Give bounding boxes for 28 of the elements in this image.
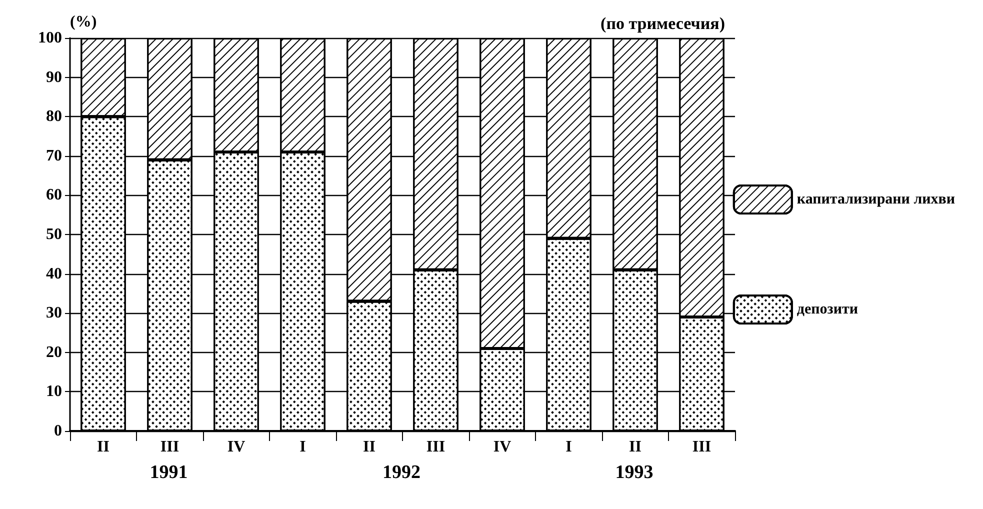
y-axis-title: (%) (70, 14, 97, 30)
x-tick-label: III (692, 438, 712, 456)
y-tick-label: 10 (46, 383, 62, 400)
x-tick-label: II (363, 438, 376, 456)
legend-label: капитализирани лихви (796, 192, 956, 208)
x-tick-label: II (97, 438, 110, 456)
text: 1993 (615, 462, 654, 483)
text: 1991 (150, 462, 188, 483)
x-tick-label: I (300, 438, 306, 456)
x-tick-label: IV (493, 438, 512, 456)
text: 1992 (382, 462, 420, 483)
y-tick-label: 60 (46, 186, 62, 204)
x-tick-label: II (629, 438, 642, 456)
y-tick-label: 100 (38, 30, 62, 46)
y-tick-label: 90 (46, 68, 62, 86)
x-tick-label: III (426, 438, 446, 456)
x-tick-label: III (160, 438, 180, 456)
y-tick-label: 30 (46, 304, 62, 322)
y-tick-label: 80 (46, 108, 62, 126)
x-tick-label: IV (227, 438, 246, 456)
y-tick-label: 0 (54, 422, 62, 440)
x-tick-label: I (566, 438, 572, 456)
chart-title: (по тримесечия) (600, 14, 726, 33)
y-tick-label: 40 (46, 265, 62, 282)
legend-label: депозити (796, 302, 858, 318)
y-tick-label: 70 (46, 147, 62, 164)
y-tick-label: 20 (46, 344, 62, 361)
y-tick-label: 50 (46, 226, 62, 243)
